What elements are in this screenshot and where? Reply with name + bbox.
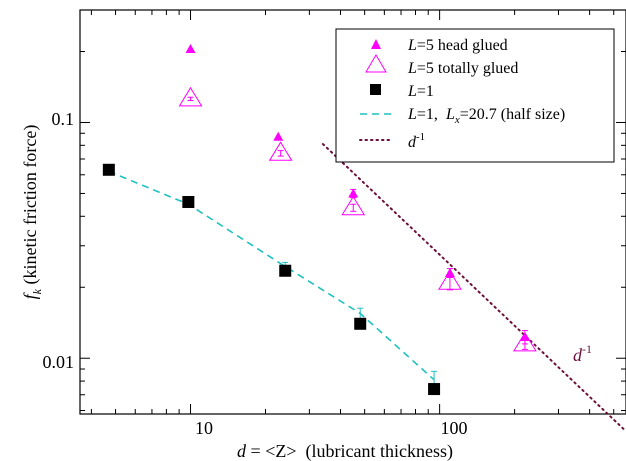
legend-label-half-size: L=1, Lx=20.7 (half size): [407, 106, 565, 126]
legend: L=5 head glued L=5 totally glued L=1 L=1…: [335, 28, 615, 163]
legend-entry-totally-glued: L=5 totally glued: [365, 54, 518, 77]
totally-glued-point: [178, 86, 203, 107]
legend-filled-square-icon: [370, 84, 381, 95]
half-size-line: [108, 170, 435, 381]
head-glued-point: [273, 131, 284, 141]
head-glued-point: [185, 43, 196, 53]
legend-label-d-inverse: d-1: [408, 131, 425, 151]
legend-entry-l1: L=1: [370, 83, 434, 100]
x-tick-label-100: 100: [441, 418, 468, 438]
x-axis-label: d = <Z> (lubricant thickness): [237, 441, 453, 461]
plot-frame: [79, 9, 626, 415]
axis-ticks: [80, 10, 626, 414]
l1-square-point: [279, 264, 292, 277]
d-inverse-annotation: d-1: [573, 342, 592, 365]
legend-open-triangle-icon: [365, 54, 387, 73]
legend-label-totally-glued: L=5 totally glued: [407, 60, 518, 77]
legend-entry-head-glued: L=5 head glued: [371, 37, 508, 54]
y-tick-label-0.1: 0.1: [52, 109, 75, 129]
totally-glued-point: [268, 141, 293, 161]
y-axis-label: fk (kinetic friction force): [20, 125, 44, 300]
legend-entry-half-size: L=1, Lx=20.7 (half size): [360, 106, 565, 126]
legend-label-l1: L=1: [407, 83, 434, 100]
legend-label-head-glued: L=5 head glued: [407, 37, 508, 54]
l1-square-point: [428, 383, 441, 396]
legend-entry-d-inverse: d-1: [359, 131, 425, 151]
l1-square-point: [102, 163, 115, 176]
series-layer: [102, 43, 626, 433]
totally-glued-point: [341, 195, 366, 216]
y-tick-label-0.01: 0.01: [43, 352, 75, 372]
d-inverse-line: [321, 143, 626, 433]
l1-square-point: [354, 317, 367, 330]
legend-filled-triangle-icon: [371, 39, 381, 49]
x-tick-label-10: 10: [195, 418, 213, 438]
totally-glued-point: [513, 331, 537, 352]
l1-square-point: [182, 195, 195, 208]
